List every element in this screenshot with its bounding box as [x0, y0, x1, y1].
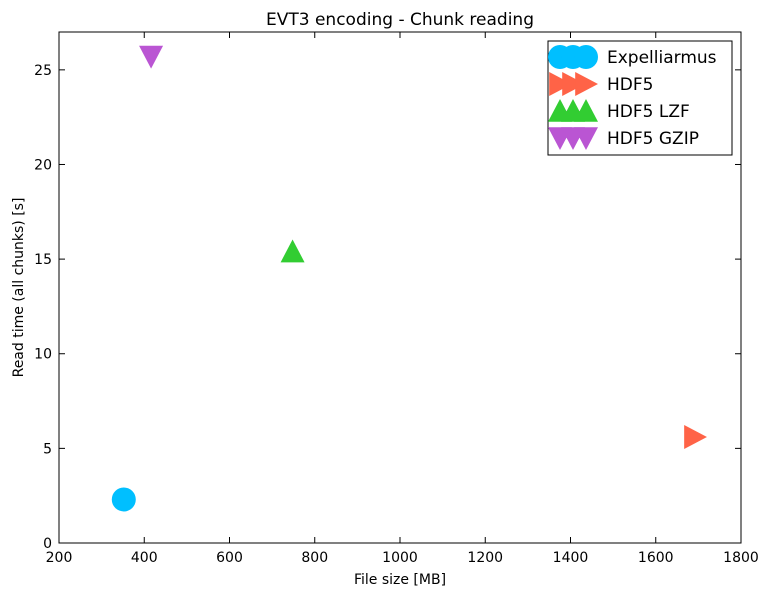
y-tick-label: 0: [43, 536, 52, 552]
data-point-hdf5: [684, 425, 707, 450]
x-tick-label: 1200: [467, 550, 503, 566]
y-tick-label: 20: [34, 157, 52, 173]
x-tick-label: 1600: [638, 550, 674, 566]
x-tick-label: 1000: [382, 550, 418, 566]
data-point-hdf5-gzip: [139, 45, 164, 69]
legend-entry: HDF5 GZIP: [548, 127, 699, 150]
y-tick-label: 5: [43, 441, 52, 457]
y-axis-label: Read time (all chunks) [s]: [11, 198, 27, 378]
legend-label: Expelliarmus: [607, 48, 717, 68]
x-tick-label: 600: [216, 550, 243, 566]
x-tick-label: 400: [131, 550, 158, 566]
legend-marker: [549, 72, 572, 96]
data-point-expelliarmus: [111, 487, 136, 512]
x-axis-label: File size [MB]: [354, 572, 446, 588]
legend-marker: [562, 72, 585, 96]
x-tick-label: 1800: [723, 550, 759, 566]
x-axis-ticks: 200 400 600 800 1000 1200 1400 1600 1800: [46, 32, 759, 566]
legend-entry: HDF5: [549, 72, 653, 96]
x-tick-label: 200: [46, 550, 73, 566]
legend-marker: [574, 127, 598, 150]
data-points: [111, 45, 707, 512]
legend-marker: [574, 99, 598, 122]
y-tick-label: 15: [34, 252, 52, 268]
x-tick-label: 1400: [553, 550, 589, 566]
legend-label: HDF5 LZF: [607, 102, 690, 122]
data-point-hdf5-lzf: [280, 239, 305, 263]
y-tick-label: 25: [34, 63, 52, 79]
legend-entry: HDF5 LZF: [548, 99, 690, 122]
legend-entry: Expelliarmus: [548, 45, 717, 69]
y-tick-label: 10: [34, 347, 52, 363]
legend-label: HDF5 GZIP: [607, 129, 699, 149]
legend-label: HDF5: [607, 75, 653, 95]
legend-marker: [575, 72, 598, 96]
chart-title: EVT3 encoding - Chunk reading: [266, 10, 534, 30]
x-tick-label: 800: [301, 550, 328, 566]
y-axis-ticks: 0 5 10 15 20 25: [34, 63, 741, 552]
legend-marker: [574, 45, 598, 69]
legend: Expelliarmus HDF5 HDF5 LZF HDF5 GZIP: [547, 40, 733, 156]
